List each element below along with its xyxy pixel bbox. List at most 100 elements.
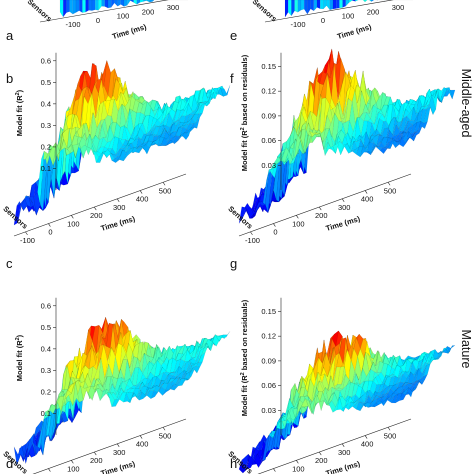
surface-cell	[355, 0, 359, 2]
surface-cell	[293, 408, 301, 421]
x-tick-mark	[273, 468, 276, 472]
x-axis-label: Time (ms)	[111, 22, 148, 41]
surface-cell	[323, 0, 327, 10]
surface-cell	[317, 395, 325, 412]
x-tick-label: 300	[338, 448, 351, 457]
surface-cell	[289, 154, 297, 165]
surface-cell	[91, 0, 96, 11]
x-tick-mark	[48, 223, 51, 227]
x-tick-label: 100	[342, 12, 355, 21]
surface-cell	[269, 162, 278, 171]
surface-cell	[326, 0, 330, 11]
y-axis-label: Model fit (R2 based on residuals)	[240, 299, 249, 416]
surface-cell	[242, 455, 250, 474]
x-tick-mark	[48, 468, 51, 472]
x-tick-label: 200	[367, 7, 380, 16]
panel-letter-c: c	[6, 256, 13, 271]
time-axis-line	[238, 173, 412, 237]
surface-cell	[310, 0, 314, 12]
x-tick-mark	[364, 435, 368, 439]
surface-cell	[133, 0, 137, 5]
y-tick-label: 0.03	[261, 161, 276, 170]
x-tick-mark	[250, 231, 253, 236]
surface-cell	[284, 0, 289, 18]
surface-cell	[123, 148, 131, 162]
x-tick-label: -100	[65, 20, 80, 29]
surface-cell	[406, 387, 414, 398]
x-tick-label: 0	[48, 473, 52, 474]
surface-cell	[166, 139, 174, 146]
x-tick-label: 0	[321, 16, 325, 25]
surface-cell	[59, 0, 64, 18]
surface-cell	[332, 0, 337, 10]
panel-letter-h: h	[230, 456, 237, 471]
surface-cell	[266, 432, 274, 440]
panel-letter-b: b	[6, 71, 13, 86]
surface-cell	[250, 207, 258, 215]
surface-cell	[403, 391, 411, 400]
y-axis-label: Model fit (R2)	[15, 89, 24, 136]
surface-cell	[339, 0, 343, 9]
surface-cell	[79, 0, 83, 13]
surface-cell	[152, 0, 157, 2]
y-tick-label: 0.06	[261, 381, 276, 390]
surface-g	[238, 330, 456, 474]
x-tick-mark	[162, 182, 166, 186]
surface-cell	[127, 0, 131, 6]
surface-cell	[297, 0, 302, 13]
surface-cell	[304, 0, 308, 15]
surface-cell	[158, 143, 166, 147]
x-axis-label: Time (ms)	[100, 214, 137, 233]
x-tick-label: -100	[20, 236, 35, 245]
x-tick-label: 300	[113, 448, 126, 457]
surface-cell	[149, 0, 153, 3]
x-tick-mark	[116, 198, 120, 202]
x-tick-mark	[341, 443, 345, 447]
x-axis-label: Time (ms)	[325, 459, 362, 474]
surface-cell	[139, 0, 144, 3]
x-tick-label: 500	[159, 186, 172, 195]
surface-cell	[72, 382, 80, 406]
y-tick-label: 0.3	[41, 366, 51, 375]
x-tick-label: 400	[361, 195, 374, 204]
x-tick-label: 200	[315, 456, 328, 465]
x-tick-label: 500	[159, 431, 172, 440]
y-tick-label: 0.12	[261, 332, 276, 341]
x-tick-label: 200	[142, 7, 155, 16]
x-tick-label: 100	[67, 219, 80, 228]
x-tick-mark	[71, 460, 74, 464]
y-tick-label: 0.5	[41, 78, 51, 87]
surface-cell	[85, 0, 89, 13]
surface-cell	[117, 0, 121, 7]
surface-cell	[162, 143, 170, 146]
surface-cell	[291, 0, 295, 17]
surface-cell	[266, 168, 274, 182]
surface-cell	[342, 0, 346, 8]
x-tick-label: 200	[90, 211, 103, 220]
surface-cell	[75, 0, 80, 13]
y-axis-label: Model fit (R2 based on residuals)	[240, 54, 249, 171]
y-tick-label: 0.5	[41, 323, 51, 332]
y-tick-label: 0.15	[261, 62, 276, 71]
sensors-axis-label: Sensors	[26, 0, 54, 23]
x-tick-label: 400	[136, 195, 149, 204]
surface-layer	[13, 48, 456, 474]
surface-cell	[360, 402, 367, 411]
surface-cell	[344, 401, 352, 410]
surface-cell	[146, 0, 150, 3]
surface-cell	[111, 398, 119, 407]
x-tick-label: 0	[48, 228, 52, 237]
y-tick-label: 0.1	[41, 409, 51, 418]
x-tick-mark	[273, 223, 276, 227]
surface-cell	[82, 0, 86, 13]
surface-cell	[114, 0, 118, 7]
surface-cell	[13, 203, 21, 226]
surface-cell	[80, 385, 88, 401]
surface-cell	[21, 445, 29, 464]
fragment-e: -100 0 100 200 300 Time (ms) Sensors	[251, 0, 414, 41]
x-tick-mark	[162, 427, 166, 431]
x-tick-label: -100	[290, 20, 305, 29]
x-tick-mark	[71, 215, 74, 219]
x-tick-label: 300	[167, 3, 180, 12]
y-tick-label: 0.12	[261, 87, 276, 96]
